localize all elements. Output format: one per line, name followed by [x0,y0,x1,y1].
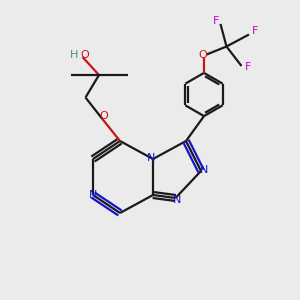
Text: F: F [213,16,219,26]
Text: O: O [198,50,207,61]
Text: N: N [172,195,181,206]
Text: N: N [200,165,208,176]
Text: O: O [99,110,108,121]
Text: F: F [245,62,251,73]
Text: F: F [252,26,258,37]
Text: N: N [89,190,97,200]
Text: H: H [70,50,78,60]
Text: N: N [146,153,155,163]
Text: O: O [80,50,89,60]
